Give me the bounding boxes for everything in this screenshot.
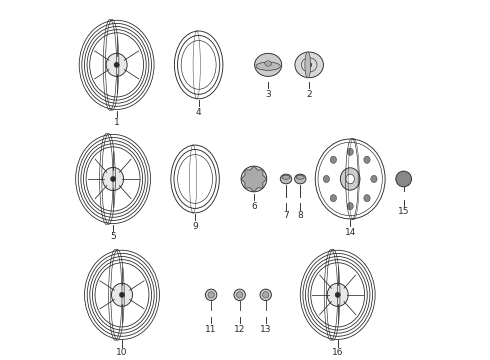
Circle shape xyxy=(335,292,341,297)
Ellipse shape xyxy=(327,283,348,306)
Ellipse shape xyxy=(102,167,123,190)
Text: 6: 6 xyxy=(251,202,257,211)
Ellipse shape xyxy=(318,142,382,216)
Ellipse shape xyxy=(265,61,271,66)
Circle shape xyxy=(120,292,124,297)
Text: 11: 11 xyxy=(205,325,217,334)
Ellipse shape xyxy=(371,175,377,183)
Ellipse shape xyxy=(234,289,245,301)
Text: 13: 13 xyxy=(260,325,271,334)
Text: 4: 4 xyxy=(196,108,201,117)
Ellipse shape xyxy=(330,156,337,163)
Ellipse shape xyxy=(112,283,132,306)
Text: 8: 8 xyxy=(297,211,303,220)
Ellipse shape xyxy=(178,154,213,203)
Text: 16: 16 xyxy=(332,348,343,357)
Ellipse shape xyxy=(260,289,271,301)
Text: 2: 2 xyxy=(306,90,312,99)
Ellipse shape xyxy=(347,203,353,210)
Text: 7: 7 xyxy=(283,211,289,220)
Circle shape xyxy=(248,174,259,184)
Circle shape xyxy=(251,176,256,181)
Ellipse shape xyxy=(305,52,311,78)
Ellipse shape xyxy=(296,175,304,179)
Ellipse shape xyxy=(282,175,290,179)
Ellipse shape xyxy=(347,148,353,156)
Text: 1: 1 xyxy=(114,118,120,127)
Circle shape xyxy=(114,62,119,67)
Ellipse shape xyxy=(255,53,282,76)
Ellipse shape xyxy=(181,40,216,89)
Polygon shape xyxy=(241,166,267,192)
Circle shape xyxy=(396,171,412,187)
Ellipse shape xyxy=(323,175,330,183)
Text: 5: 5 xyxy=(110,233,116,242)
Ellipse shape xyxy=(364,156,370,163)
Ellipse shape xyxy=(364,194,370,202)
Text: 14: 14 xyxy=(344,228,356,237)
Text: 12: 12 xyxy=(234,325,245,334)
Ellipse shape xyxy=(205,289,217,301)
Ellipse shape xyxy=(295,52,323,78)
Circle shape xyxy=(241,166,267,192)
Ellipse shape xyxy=(256,62,280,70)
Ellipse shape xyxy=(330,194,337,202)
Ellipse shape xyxy=(208,292,214,298)
Ellipse shape xyxy=(294,174,306,184)
Text: 3: 3 xyxy=(265,90,271,99)
Circle shape xyxy=(110,176,116,181)
Ellipse shape xyxy=(346,174,354,184)
Circle shape xyxy=(307,62,312,67)
Text: 15: 15 xyxy=(398,207,410,216)
Ellipse shape xyxy=(263,292,269,298)
Text: 9: 9 xyxy=(192,222,198,231)
Ellipse shape xyxy=(106,53,127,76)
Ellipse shape xyxy=(341,168,360,190)
Ellipse shape xyxy=(280,174,292,184)
Ellipse shape xyxy=(237,292,243,298)
Text: 10: 10 xyxy=(116,348,128,357)
